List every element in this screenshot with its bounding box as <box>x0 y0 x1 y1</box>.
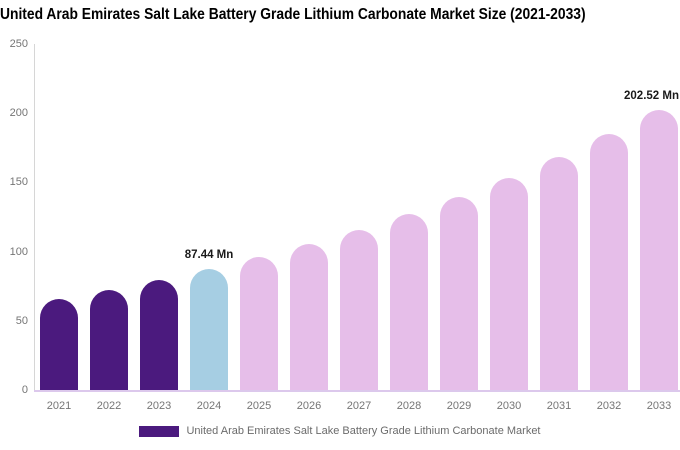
legend[interactable]: United Arab Emirates Salt Lake Battery G… <box>0 425 680 437</box>
bar-2029[interactable] <box>440 196 478 390</box>
bar-2022[interactable] <box>90 289 128 390</box>
x-axis-line <box>34 390 680 392</box>
x-axis-label-2031: 2031 <box>546 400 572 412</box>
bar-2032[interactable] <box>590 134 628 390</box>
y-axis-tick-0: 0 <box>21 384 28 396</box>
x-axis-label-2028: 2028 <box>396 400 422 412</box>
bar-2025[interactable] <box>240 257 278 390</box>
y-axis-tick-50: 50 <box>15 314 28 327</box>
x-axis-label-2022: 2022 <box>96 400 122 412</box>
bar-2026[interactable] <box>290 244 328 390</box>
bar-2028[interactable] <box>390 214 428 390</box>
x-axis-label-2024: 2024 <box>196 400 222 412</box>
value-label-2033: 202.52 Mn <box>624 89 679 102</box>
y-axis-line <box>34 44 35 391</box>
x-axis-label-2027: 2027 <box>346 400 372 412</box>
y-axis-tick-150: 150 <box>9 176 28 189</box>
value-label-2024: 87.44 Mn <box>184 248 234 261</box>
bar-2027[interactable] <box>340 229 378 390</box>
chart-title: United Arab Emirates Salt Lake Battery G… <box>0 6 586 23</box>
x-axis-label-2030: 2030 <box>496 400 522 412</box>
bar-2021[interactable] <box>40 298 78 390</box>
x-axis-label-2026: 2026 <box>296 400 322 412</box>
y-axis-tick-250: 250 <box>9 38 28 50</box>
legend-swatch <box>139 425 180 437</box>
x-axis-label-2032: 2032 <box>596 400 622 412</box>
bar-2023[interactable] <box>140 279 178 390</box>
legend-label: United Arab Emirates Salt Lake Battery G… <box>186 425 541 437</box>
bar-2024[interactable] <box>190 268 228 390</box>
x-axis-label-2029: 2029 <box>446 400 472 412</box>
x-axis-label-2023: 2023 <box>146 400 172 412</box>
bar-2033[interactable] <box>640 109 678 390</box>
x-axis-label-2021: 2021 <box>46 400 72 412</box>
y-axis-tick-200: 200 <box>9 107 28 120</box>
x-axis-label-2033: 2033 <box>646 400 672 412</box>
y-axis-tick-100: 100 <box>9 245 28 258</box>
x-axis-label-2025: 2025 <box>246 400 272 412</box>
bar-2031[interactable] <box>540 157 578 390</box>
bar-2030[interactable] <box>490 177 528 390</box>
